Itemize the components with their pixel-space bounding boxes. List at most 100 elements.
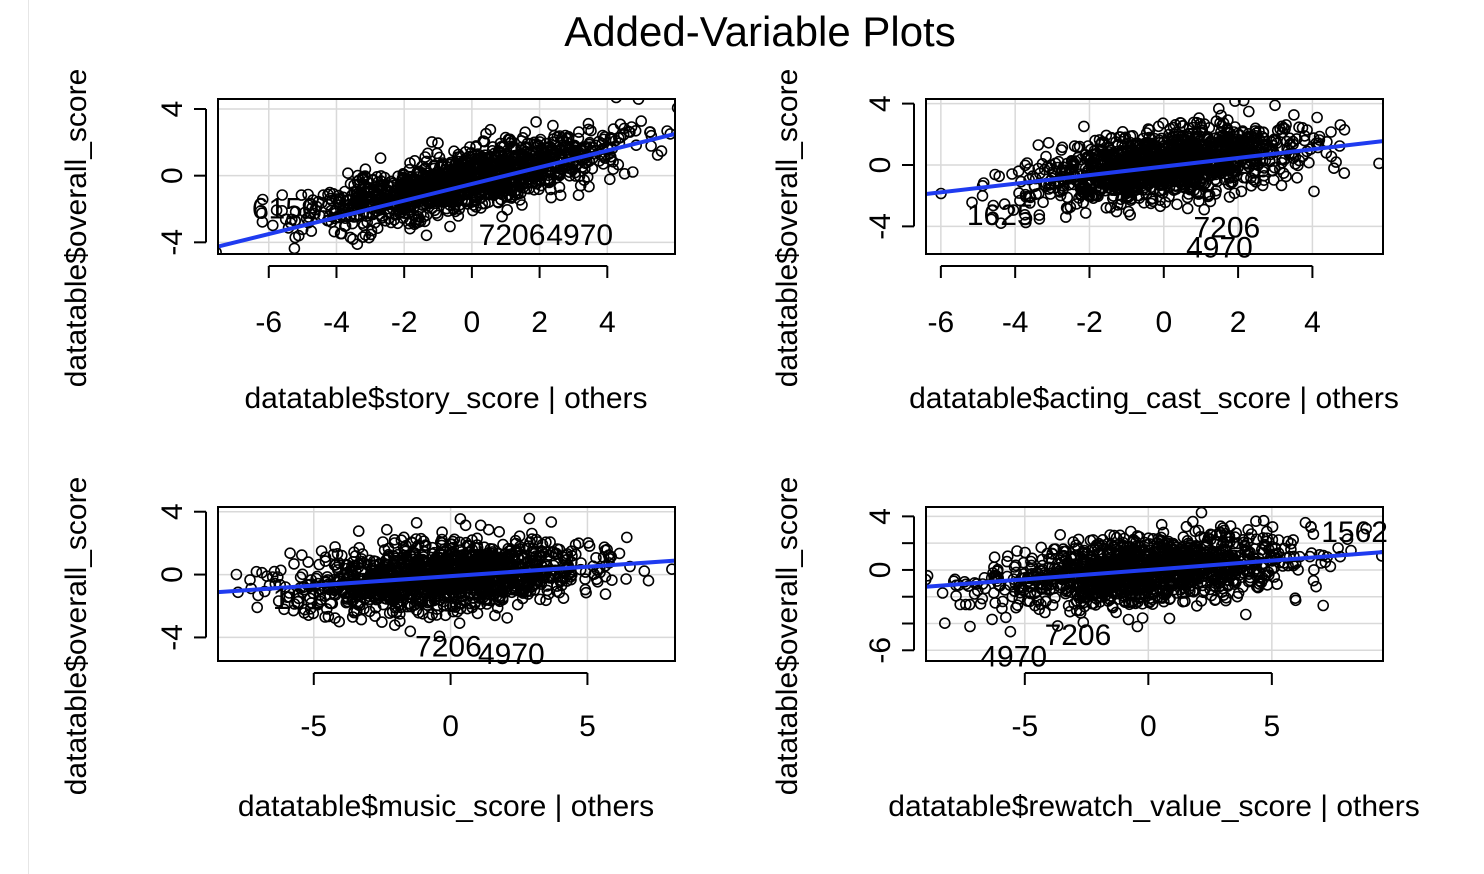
- x-tick-label: -5: [300, 710, 327, 743]
- data-point: [476, 159, 489, 171]
- data-point: [534, 593, 546, 606]
- data-point: [371, 222, 384, 234]
- data-point: [404, 222, 416, 235]
- data-point: [1162, 169, 1175, 182]
- data-point: [424, 170, 437, 183]
- data-point: [535, 179, 547, 192]
- data-point: [926, 570, 934, 582]
- data-point: [1159, 148, 1172, 161]
- data-point: [1308, 185, 1320, 198]
- data-point: [580, 586, 592, 599]
- data-point: [329, 612, 341, 624]
- y-axis-label: datatable$overall_score: [60, 477, 93, 796]
- y-tick-label: 0: [156, 167, 189, 184]
- data-point: [475, 577, 488, 589]
- data-point: [338, 569, 350, 582]
- data-point: [389, 562, 402, 574]
- y-axis-label: datatable$overall_score: [60, 69, 93, 388]
- data-point: [1360, 522, 1372, 535]
- data-point: [315, 545, 328, 557]
- data-point: [410, 516, 423, 529]
- data-point: [1033, 209, 1046, 221]
- data-point: [278, 603, 290, 616]
- data-point: [501, 204, 514, 216]
- data-point: [1325, 126, 1337, 138]
- data-point: [1020, 216, 1032, 229]
- data-point: [266, 571, 279, 583]
- data-point: [404, 157, 416, 169]
- data-point: [1397, 122, 1407, 132]
- data-point: [1138, 197, 1150, 209]
- data-point: [294, 571, 307, 584]
- data-point: [988, 551, 1001, 564]
- data-point: [1001, 550, 1014, 563]
- data-point: [1033, 213, 1046, 225]
- data-point: [256, 193, 269, 206]
- fit-line: [218, 558, 675, 595]
- data-point: [620, 531, 633, 544]
- data-point: [1152, 120, 1165, 133]
- data-point: [501, 550, 514, 563]
- data-point: [1012, 165, 1025, 177]
- data-point: [938, 617, 951, 630]
- data-point: [1288, 109, 1300, 121]
- data-point: [349, 564, 362, 577]
- data-point: [314, 588, 327, 601]
- data-point: [461, 579, 474, 592]
- data-point: [298, 603, 311, 616]
- data-point: [987, 199, 1000, 212]
- y-tick-label: -4: [864, 213, 897, 240]
- data-point: [354, 596, 366, 609]
- data-point: [481, 587, 494, 600]
- data-point: [1145, 181, 1157, 194]
- data-point: [582, 117, 595, 130]
- data-point: [541, 142, 553, 155]
- data-point: [250, 565, 263, 578]
- data-point: [409, 549, 422, 562]
- data-point: [590, 551, 602, 564]
- data-point: [328, 588, 341, 600]
- data-point: [1066, 158, 1079, 171]
- data-point: [1243, 105, 1255, 118]
- data-point: [452, 169, 465, 182]
- data-point: [410, 214, 422, 226]
- data-point: [466, 204, 479, 217]
- data-point: [1191, 165, 1203, 177]
- data-point: [612, 158, 625, 171]
- data-point: [1261, 525, 1273, 538]
- plot-frame: [925, 98, 1384, 255]
- data-point: [1238, 135, 1251, 148]
- data-point: [421, 177, 433, 189]
- data-point: [459, 195, 472, 207]
- data-point: [1077, 183, 1090, 195]
- data-point: [404, 625, 417, 638]
- data-point: [1250, 139, 1262, 152]
- data-point: [664, 128, 675, 140]
- data-point: [453, 617, 466, 630]
- data-point: [346, 217, 359, 230]
- data-point: [501, 612, 514, 624]
- data-point: [599, 588, 612, 600]
- data-point: [513, 530, 526, 543]
- data-point: [295, 549, 308, 561]
- data-point: [547, 119, 559, 132]
- data-point: [1202, 190, 1215, 203]
- data-point: [305, 225, 318, 237]
- data-point: [610, 99, 622, 104]
- data-point: [1052, 155, 1065, 168]
- data-point: [369, 610, 381, 622]
- data-point: [1131, 620, 1144, 633]
- data-point: [256, 216, 269, 228]
- data-point: [352, 590, 365, 603]
- data-point: [397, 168, 410, 180]
- data-point: [1137, 149, 1150, 162]
- data-point: [1227, 135, 1239, 147]
- data-point: [331, 564, 344, 576]
- data-point: [1308, 564, 1320, 576]
- data-point: [410, 562, 423, 574]
- data-point: [1021, 157, 1033, 169]
- data-point: [292, 229, 305, 242]
- data-point: [498, 156, 510, 168]
- data-point: [1307, 528, 1320, 540]
